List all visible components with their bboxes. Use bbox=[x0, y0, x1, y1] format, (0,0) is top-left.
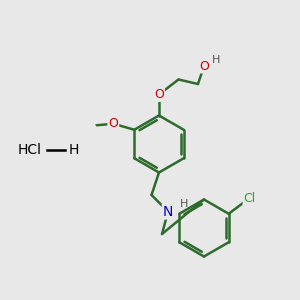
Text: O: O bbox=[108, 117, 118, 130]
Text: H: H bbox=[180, 199, 189, 209]
Text: N: N bbox=[163, 205, 173, 218]
Text: HCl: HCl bbox=[18, 143, 42, 157]
Text: methyl: methyl bbox=[95, 124, 100, 125]
Text: Cl: Cl bbox=[244, 192, 256, 205]
Text: H: H bbox=[212, 55, 220, 65]
Text: O: O bbox=[154, 88, 164, 101]
Text: H: H bbox=[68, 143, 79, 157]
Text: O: O bbox=[199, 59, 209, 73]
